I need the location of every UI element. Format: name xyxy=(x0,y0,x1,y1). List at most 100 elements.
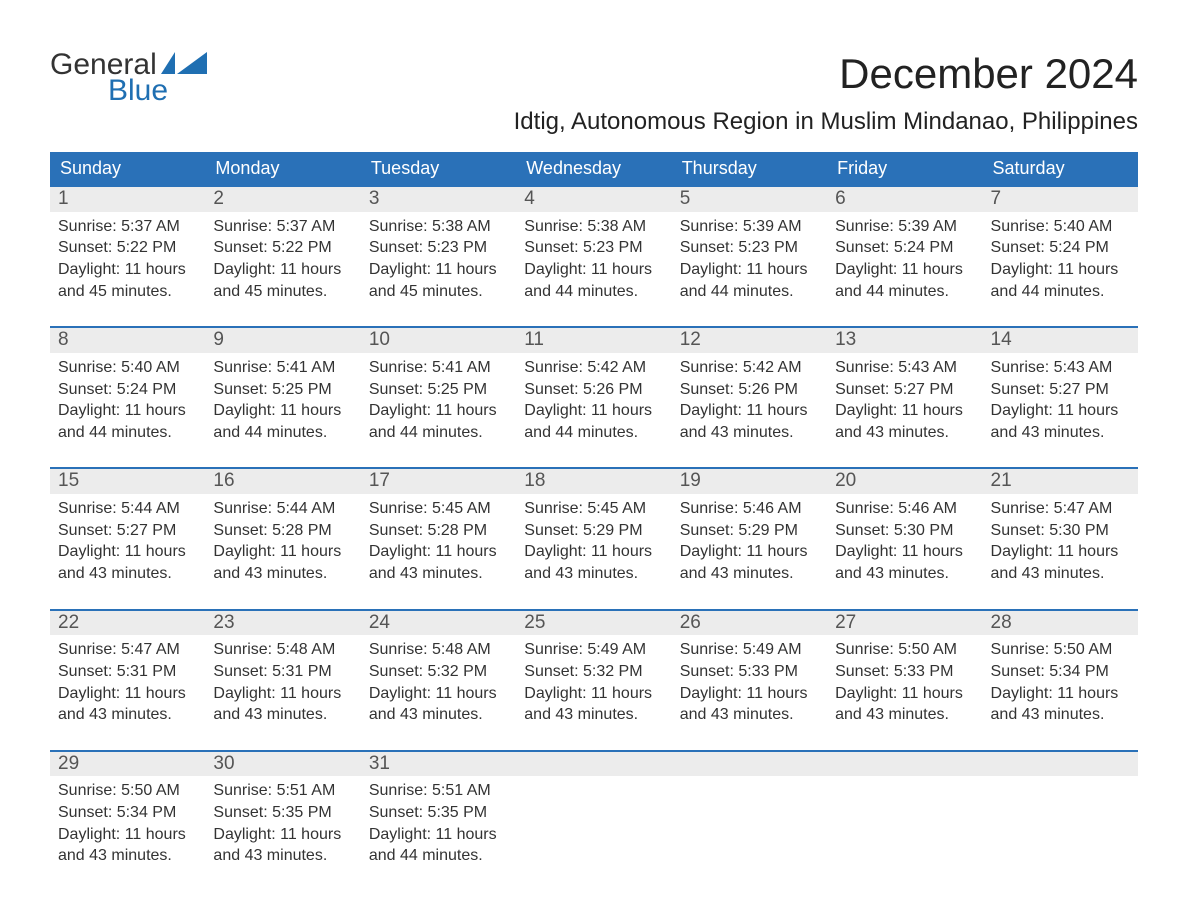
weekday-header: Saturday xyxy=(983,152,1138,185)
sunset-text: Sunset: 5:23 PM xyxy=(680,237,819,259)
day-cell: 25Sunrise: 5:49 AMSunset: 5:32 PMDayligh… xyxy=(516,611,671,732)
day-number-empty xyxy=(983,752,1138,777)
day-body: Sunrise: 5:51 AMSunset: 5:35 PMDaylight:… xyxy=(361,776,516,872)
sunrise-text: Sunrise: 5:48 AM xyxy=(213,639,352,661)
day-body: Sunrise: 5:46 AMSunset: 5:29 PMDaylight:… xyxy=(672,494,827,590)
daylight-text: Daylight: 11 hours and 43 minutes. xyxy=(369,541,508,584)
day-cell: 24Sunrise: 5:48 AMSunset: 5:32 PMDayligh… xyxy=(361,611,516,732)
day-cell: 2Sunrise: 5:37 AMSunset: 5:22 PMDaylight… xyxy=(205,187,360,308)
day-number: 13 xyxy=(827,328,982,353)
day-number: 16 xyxy=(205,469,360,494)
weekday-header: Sunday xyxy=(50,152,205,185)
day-body: Sunrise: 5:43 AMSunset: 5:27 PMDaylight:… xyxy=(983,353,1138,449)
sunset-text: Sunset: 5:35 PM xyxy=(213,802,352,824)
sunset-text: Sunset: 5:22 PM xyxy=(213,237,352,259)
daylight-text: Daylight: 11 hours and 43 minutes. xyxy=(680,683,819,726)
day-body: Sunrise: 5:39 AMSunset: 5:23 PMDaylight:… xyxy=(672,212,827,308)
sunset-text: Sunset: 5:28 PM xyxy=(213,520,352,542)
day-body: Sunrise: 5:44 AMSunset: 5:28 PMDaylight:… xyxy=(205,494,360,590)
day-body: Sunrise: 5:37 AMSunset: 5:22 PMDaylight:… xyxy=(205,212,360,308)
week-row: 1Sunrise: 5:37 AMSunset: 5:22 PMDaylight… xyxy=(50,185,1138,308)
sunset-text: Sunset: 5:31 PM xyxy=(213,661,352,683)
sunset-text: Sunset: 5:30 PM xyxy=(835,520,974,542)
sunset-text: Sunset: 5:32 PM xyxy=(524,661,663,683)
day-body: Sunrise: 5:40 AMSunset: 5:24 PMDaylight:… xyxy=(50,353,205,449)
daylight-text: Daylight: 11 hours and 43 minutes. xyxy=(58,683,197,726)
sunset-text: Sunset: 5:29 PM xyxy=(524,520,663,542)
day-cell xyxy=(827,752,982,873)
sunset-text: Sunset: 5:33 PM xyxy=(680,661,819,683)
sunrise-text: Sunrise: 5:51 AM xyxy=(213,780,352,802)
day-body: Sunrise: 5:50 AMSunset: 5:33 PMDaylight:… xyxy=(827,635,982,731)
logo: General Blue xyxy=(50,50,207,106)
day-cell: 27Sunrise: 5:50 AMSunset: 5:33 PMDayligh… xyxy=(827,611,982,732)
sunrise-text: Sunrise: 5:38 AM xyxy=(369,216,508,238)
weekday-header: Friday xyxy=(827,152,982,185)
weekday-header: Thursday xyxy=(672,152,827,185)
sunrise-text: Sunrise: 5:45 AM xyxy=(524,498,663,520)
sunrise-text: Sunrise: 5:39 AM xyxy=(680,216,819,238)
day-cell: 6Sunrise: 5:39 AMSunset: 5:24 PMDaylight… xyxy=(827,187,982,308)
day-cell: 5Sunrise: 5:39 AMSunset: 5:23 PMDaylight… xyxy=(672,187,827,308)
daylight-text: Daylight: 11 hours and 43 minutes. xyxy=(58,541,197,584)
sunrise-text: Sunrise: 5:49 AM xyxy=(680,639,819,661)
day-number: 21 xyxy=(983,469,1138,494)
day-cell: 14Sunrise: 5:43 AMSunset: 5:27 PMDayligh… xyxy=(983,328,1138,449)
sunrise-text: Sunrise: 5:39 AM xyxy=(835,216,974,238)
sunrise-text: Sunrise: 5:43 AM xyxy=(991,357,1130,379)
day-cell: 16Sunrise: 5:44 AMSunset: 5:28 PMDayligh… xyxy=(205,469,360,590)
day-body: Sunrise: 5:47 AMSunset: 5:30 PMDaylight:… xyxy=(983,494,1138,590)
day-cell: 13Sunrise: 5:43 AMSunset: 5:27 PMDayligh… xyxy=(827,328,982,449)
day-number: 7 xyxy=(983,187,1138,212)
day-body: Sunrise: 5:42 AMSunset: 5:26 PMDaylight:… xyxy=(516,353,671,449)
day-body: Sunrise: 5:49 AMSunset: 5:32 PMDaylight:… xyxy=(516,635,671,731)
day-number: 24 xyxy=(361,611,516,636)
day-cell: 12Sunrise: 5:42 AMSunset: 5:26 PMDayligh… xyxy=(672,328,827,449)
week-row: 29Sunrise: 5:50 AMSunset: 5:34 PMDayligh… xyxy=(50,750,1138,873)
sunrise-text: Sunrise: 5:41 AM xyxy=(369,357,508,379)
location: Idtig, Autonomous Region in Muslim Minda… xyxy=(514,108,1138,136)
day-cell: 19Sunrise: 5:46 AMSunset: 5:29 PMDayligh… xyxy=(672,469,827,590)
sunrise-text: Sunrise: 5:50 AM xyxy=(835,639,974,661)
daylight-text: Daylight: 11 hours and 44 minutes. xyxy=(835,259,974,302)
day-cell: 22Sunrise: 5:47 AMSunset: 5:31 PMDayligh… xyxy=(50,611,205,732)
daylight-text: Daylight: 11 hours and 44 minutes. xyxy=(524,400,663,443)
day-cell xyxy=(983,752,1138,873)
daylight-text: Daylight: 11 hours and 43 minutes. xyxy=(213,824,352,867)
sunrise-text: Sunrise: 5:38 AM xyxy=(524,216,663,238)
sunset-text: Sunset: 5:35 PM xyxy=(369,802,508,824)
day-number: 15 xyxy=(50,469,205,494)
sunset-text: Sunset: 5:27 PM xyxy=(58,520,197,542)
weekday-header-row: SundayMondayTuesdayWednesdayThursdayFrid… xyxy=(50,152,1138,185)
logo-text-blue: Blue xyxy=(50,76,207,106)
daylight-text: Daylight: 11 hours and 43 minutes. xyxy=(991,683,1130,726)
day-body: Sunrise: 5:38 AMSunset: 5:23 PMDaylight:… xyxy=(516,212,671,308)
daylight-text: Daylight: 11 hours and 44 minutes. xyxy=(369,400,508,443)
sunset-text: Sunset: 5:31 PM xyxy=(58,661,197,683)
day-cell: 20Sunrise: 5:46 AMSunset: 5:30 PMDayligh… xyxy=(827,469,982,590)
day-body: Sunrise: 5:46 AMSunset: 5:30 PMDaylight:… xyxy=(827,494,982,590)
day-cell: 29Sunrise: 5:50 AMSunset: 5:34 PMDayligh… xyxy=(50,752,205,873)
sunset-text: Sunset: 5:30 PM xyxy=(991,520,1130,542)
week-row: 8Sunrise: 5:40 AMSunset: 5:24 PMDaylight… xyxy=(50,326,1138,449)
day-number: 26 xyxy=(672,611,827,636)
day-body: Sunrise: 5:42 AMSunset: 5:26 PMDaylight:… xyxy=(672,353,827,449)
sunset-text: Sunset: 5:25 PM xyxy=(213,379,352,401)
day-body: Sunrise: 5:51 AMSunset: 5:35 PMDaylight:… xyxy=(205,776,360,872)
daylight-text: Daylight: 11 hours and 43 minutes. xyxy=(835,541,974,584)
day-body: Sunrise: 5:45 AMSunset: 5:28 PMDaylight:… xyxy=(361,494,516,590)
weekday-header: Monday xyxy=(205,152,360,185)
page: General Blue December 2024 Idtig, Autono… xyxy=(0,0,1188,913)
sunrise-text: Sunrise: 5:40 AM xyxy=(58,357,197,379)
daylight-text: Daylight: 11 hours and 44 minutes. xyxy=(58,400,197,443)
day-cell: 8Sunrise: 5:40 AMSunset: 5:24 PMDaylight… xyxy=(50,328,205,449)
day-body: Sunrise: 5:40 AMSunset: 5:24 PMDaylight:… xyxy=(983,212,1138,308)
day-cell: 17Sunrise: 5:45 AMSunset: 5:28 PMDayligh… xyxy=(361,469,516,590)
day-number-empty xyxy=(827,752,982,777)
day-number: 3 xyxy=(361,187,516,212)
day-number: 4 xyxy=(516,187,671,212)
daylight-text: Daylight: 11 hours and 43 minutes. xyxy=(524,683,663,726)
daylight-text: Daylight: 11 hours and 43 minutes. xyxy=(680,400,819,443)
day-cell: 3Sunrise: 5:38 AMSunset: 5:23 PMDaylight… xyxy=(361,187,516,308)
week-row: 22Sunrise: 5:47 AMSunset: 5:31 PMDayligh… xyxy=(50,609,1138,732)
